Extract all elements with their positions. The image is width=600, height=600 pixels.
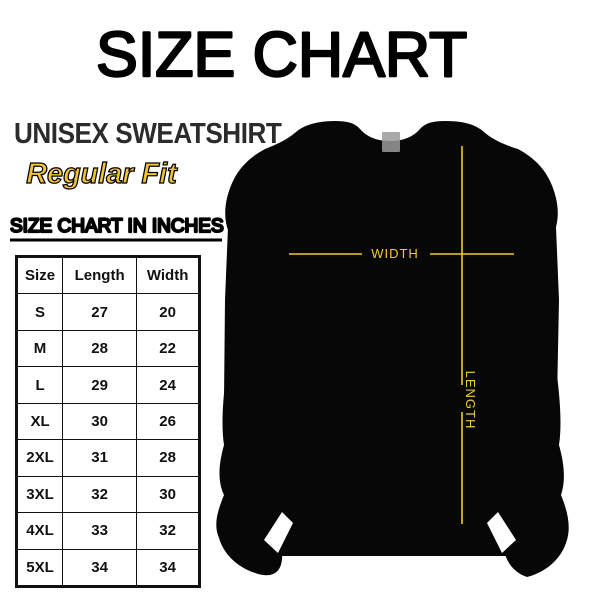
svg-text:LENGTH: LENGTH <box>463 371 478 430</box>
svg-text:WIDTH: WIDTH <box>371 246 419 261</box>
